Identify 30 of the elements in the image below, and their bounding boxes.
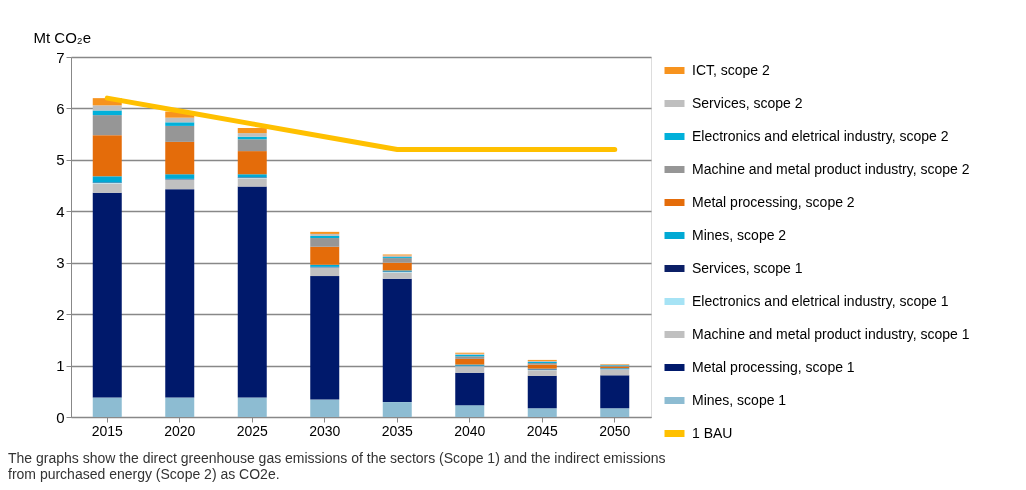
legend-label: Metal processing, scope 2	[692, 193, 855, 210]
legend-label: Electronics and eletrical industry, scope 2	[692, 127, 949, 144]
legend-label: Mines, scope 1	[692, 391, 787, 408]
y-tick-label: 4	[56, 202, 65, 220]
y-tick-label: 7	[56, 48, 65, 66]
legend-label: Electronics and eletrical industry, scope 1	[692, 292, 949, 309]
legend-label: 1 BAU	[692, 424, 733, 441]
legend-label: Machine and metal product industry, scope 1	[692, 325, 970, 342]
x-tick-label: 2040	[454, 422, 486, 439]
legend-label: Services, scope 2	[692, 94, 803, 111]
text: The graphs show the direct greenhouse gas emissions of the sectors (Scope 1) and the indirect emissions from purchased energy (Scope 2) as CO2e.	[8, 450, 666, 482]
y-tick-label: 5	[56, 151, 65, 169]
y-tick-label: 0	[56, 408, 65, 426]
y-tick-label: 6	[56, 99, 65, 117]
x-tick-label: 2045	[526, 422, 559, 439]
y-axis-title: Mt CO₂e	[33, 28, 91, 46]
x-tick-label: 2050	[599, 422, 631, 439]
legend-label: Mines, scope 2	[692, 226, 787, 243]
x-tick-label: 2015	[91, 422, 124, 439]
x-tick-label: 2020	[164, 422, 196, 439]
y-tick-label: 3	[56, 254, 65, 272]
legend-label: Metal processing, scope 1	[692, 358, 855, 375]
x-tick-label: 2030	[309, 422, 341, 439]
x-tick-label: 2035	[381, 422, 414, 439]
x-tick-label: 2025	[236, 422, 269, 439]
y-tick-label: 2	[56, 305, 65, 323]
legend-label: ICT, scope 2	[692, 61, 771, 78]
legend-label: Services, scope 1	[692, 259, 803, 276]
y-tick-label: 1	[56, 357, 65, 375]
legend-label: Machine and metal product industry, scope 2	[692, 160, 970, 177]
